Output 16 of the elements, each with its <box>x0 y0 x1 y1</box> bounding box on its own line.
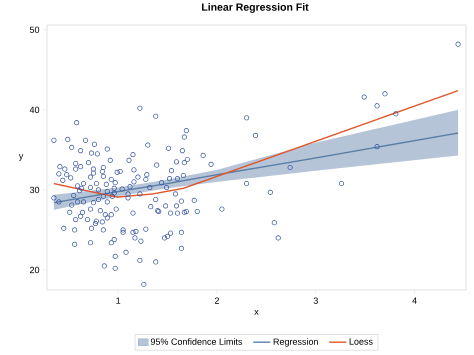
y-axis-title: y <box>18 154 24 161</box>
y-tick-label: 40 <box>30 106 40 114</box>
x-axis-title: x <box>254 310 259 315</box>
legend-label: Regression <box>274 338 318 347</box>
line-series <box>53 132 459 204</box>
x-tick-label: 1 <box>116 297 120 304</box>
x-tick-label: 4 <box>412 297 417 304</box>
text: 95% Confidence Limits <box>150 338 242 345</box>
y-tick-label: 30 <box>30 186 40 194</box>
x-tick-label: 3 <box>314 297 318 304</box>
line-series <box>53 90 459 198</box>
y-tick-label: 20 <box>30 266 40 274</box>
x-tick-label: 2 <box>214 297 220 304</box>
legend-label: Loess <box>350 338 373 345</box>
chart-title: Linear Regression Fit <box>202 3 309 13</box>
y-tick-label: 50 <box>30 26 40 33</box>
